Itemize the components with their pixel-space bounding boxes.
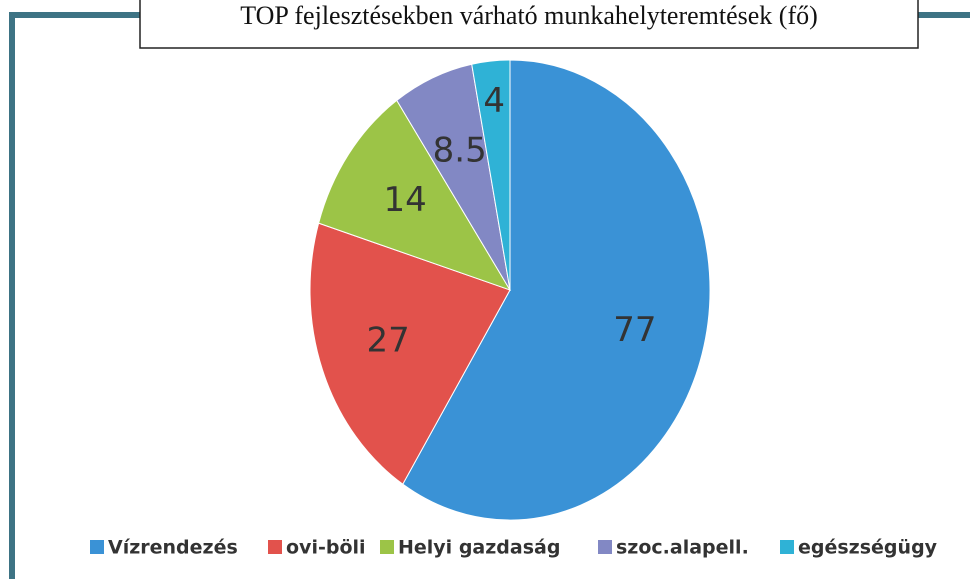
data-label: 77	[613, 310, 656, 350]
pie-slice	[318, 99, 512, 291]
data-label: 8.5	[433, 131, 487, 171]
data-label: 14	[383, 180, 426, 220]
legend-label: Helyi gazdaság	[398, 537, 560, 559]
legend-label: ovi-böli	[286, 537, 366, 559]
legend-label: Vízrendezés	[108, 537, 238, 559]
legend-swatch	[90, 540, 104, 554]
chart-title: TOP fejlesztésekben várható munkahelyter…	[240, 1, 818, 30]
pie-slice	[471, 59, 511, 291]
pie-slice	[402, 59, 711, 521]
pie-slice	[309, 222, 511, 485]
legend-swatch	[780, 540, 794, 554]
data-label: 27	[366, 320, 409, 360]
legend-label: szoc.alapell.	[616, 537, 749, 559]
legend-swatch	[380, 540, 394, 554]
title-box	[139, 0, 919, 49]
legend-swatch	[268, 540, 282, 554]
data-label: 4	[483, 81, 505, 121]
legend-swatch	[598, 540, 612, 554]
legend-label: egészségügy	[798, 537, 938, 559]
